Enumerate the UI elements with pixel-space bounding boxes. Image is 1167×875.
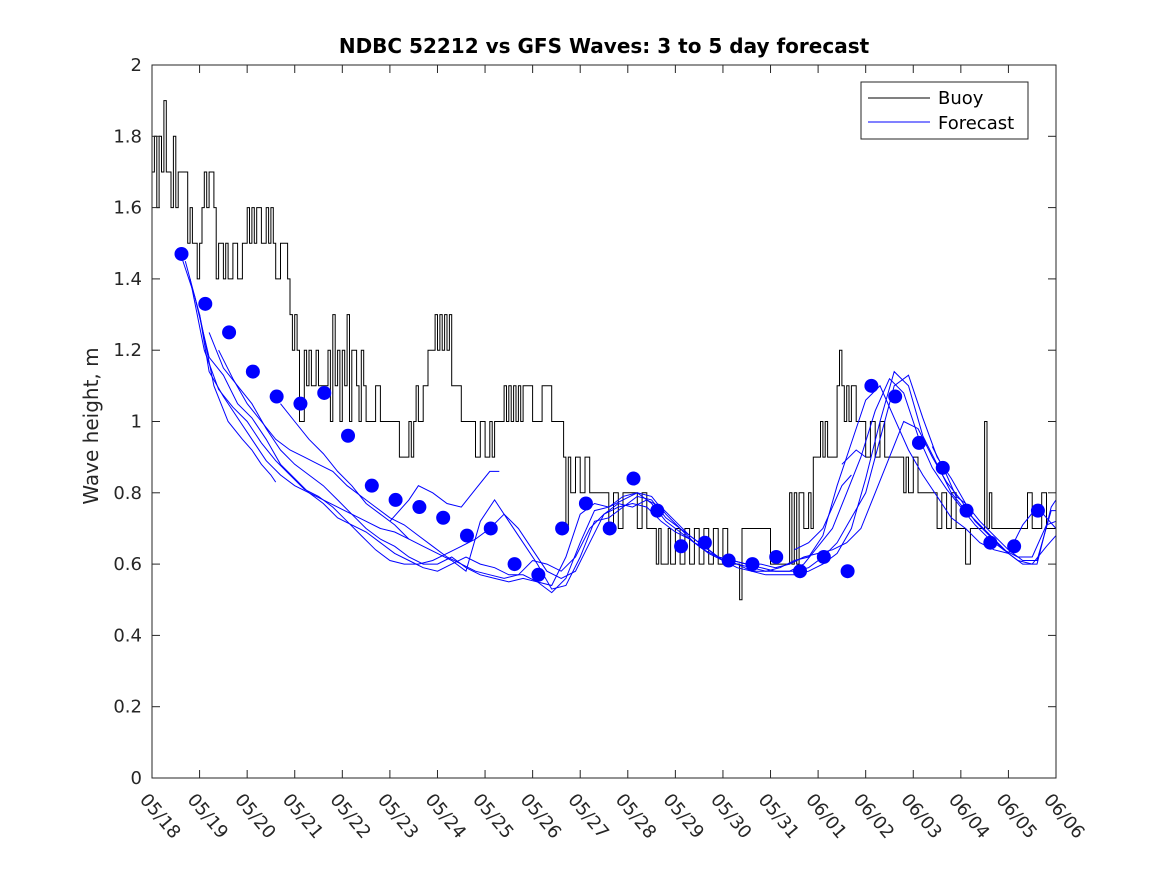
- forecast-marker: [412, 500, 427, 515]
- forecast-marker: [364, 478, 379, 493]
- forecast-marker: [1030, 503, 1045, 518]
- y-tick-label: 0.2: [113, 697, 142, 718]
- forecast-marker: [245, 364, 260, 379]
- forecast-line-6: [184, 260, 277, 483]
- forecast-marker: [959, 503, 974, 518]
- forecast-marker: [293, 396, 308, 411]
- forecast-marker: [888, 389, 903, 404]
- forecast-marker: [459, 528, 474, 543]
- forecast-marker: [388, 492, 403, 507]
- forecast-marker: [483, 521, 498, 536]
- forecast-marker: [793, 564, 808, 579]
- forecast-marker: [626, 471, 641, 486]
- forecast-marker: [983, 535, 998, 550]
- y-tick-label: 0: [131, 768, 142, 789]
- legend-buoy-label: Buoy: [938, 88, 984, 109]
- forecast-line-4: [208, 332, 1057, 594]
- y-axis-label: Wave height, m: [79, 347, 103, 504]
- y-tick-label: 1.8: [113, 126, 142, 147]
- legend-forecast-label: Forecast: [938, 113, 1014, 134]
- legend: Buoy Forecast: [860, 81, 1029, 140]
- legend-box: [860, 81, 1029, 140]
- y-tick-label: 1.2: [113, 340, 142, 361]
- plot-area: [152, 100, 1057, 601]
- y-tick-label: 1: [131, 412, 142, 433]
- forecast-marker: [531, 567, 546, 582]
- y-tick-label: 0.4: [113, 625, 142, 646]
- forecast-marker: [436, 510, 451, 525]
- forecast-marker: [578, 496, 593, 511]
- forecast-marker: [816, 549, 831, 564]
- forecast-marker: [555, 521, 570, 536]
- forecast-marker: [674, 539, 689, 554]
- forecast-line-1: [180, 253, 1057, 587]
- forecast-marker: [650, 503, 665, 518]
- y-tick-label: 2: [131, 55, 142, 76]
- y-tick-label: 0.8: [113, 483, 142, 504]
- chart-title: NDBC 52212 vs GFS Waves: 3 to 5 day fore…: [339, 34, 870, 58]
- forecast-marker: [721, 553, 736, 568]
- forecast-marker: [840, 564, 855, 579]
- forecast-line-11: [931, 446, 966, 504]
- y-tick-label: 1.4: [113, 269, 142, 290]
- y-tick-label: 1.6: [113, 198, 142, 219]
- forecast-marker: [198, 296, 213, 311]
- forecast-marker: [341, 428, 356, 443]
- forecast-marker: [602, 521, 617, 536]
- forecast-marker: [269, 389, 284, 404]
- forecast-marker: [507, 557, 522, 572]
- forecast-marker: [1007, 539, 1022, 554]
- forecast-line-7: [280, 403, 410, 540]
- forecast-line-3: [199, 314, 1056, 590]
- forecast-line-8: [389, 470, 500, 522]
- forecast-marker: [745, 557, 760, 572]
- forecast-marker: [317, 385, 332, 400]
- forecast-marker: [935, 460, 950, 475]
- forecast-line-9: [794, 474, 852, 551]
- forecast-marker: [769, 549, 784, 564]
- forecast-marker: [911, 435, 926, 450]
- forecast-marker: [697, 535, 712, 550]
- forecast-marker: [222, 325, 237, 340]
- forecast-line-10: [841, 449, 866, 465]
- y-tick-label: 0.6: [113, 554, 142, 575]
- buoy-line: [152, 100, 1056, 601]
- forecast-marker: [864, 378, 879, 393]
- forecast-marker: [174, 246, 189, 261]
